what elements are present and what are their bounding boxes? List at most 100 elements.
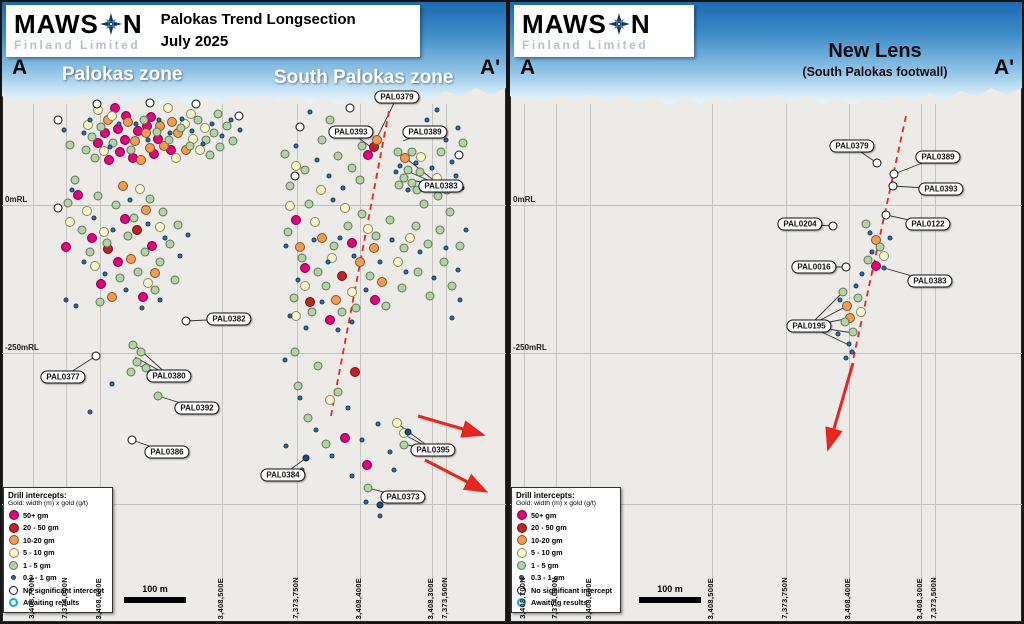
drill-intercept-dot: [343, 221, 353, 231]
drill-intercept-dot: [445, 207, 455, 217]
drill-intercept-dot: [310, 217, 320, 227]
drill-intercept-dot: [433, 191, 443, 201]
drill-intercept-dot: [419, 199, 429, 209]
zone-label-south-palokas: South Palokas zone: [274, 67, 454, 88]
drill-intercept-dot: [848, 327, 858, 337]
drill-intercept-dot: [297, 253, 307, 263]
drill-intercept-dot: [458, 138, 468, 148]
drill-intercept-dot: [133, 121, 139, 127]
drill-intercept-dot: [413, 267, 423, 277]
drill-intercept-dot: [200, 123, 210, 133]
drill-intercept-dot: [881, 210, 891, 220]
drill-intercept-dot: [141, 363, 151, 373]
drill-intercept-dot: [145, 98, 155, 108]
drill-intercept-dot: [145, 194, 155, 204]
legend-item: Awaiting results: [516, 597, 616, 610]
drill-intercept-dot: [321, 281, 331, 291]
dot-symbol: [516, 510, 527, 521]
drill-intercept-dot: [283, 227, 293, 237]
drill-intercept-dot: [129, 213, 139, 223]
drill-intercept-dot: [65, 140, 75, 150]
drill-intercept-dot: [828, 221, 838, 231]
hole-label: PAL0389: [915, 150, 961, 164]
gridline-vertical: [556, 104, 557, 621]
logo-text-post: N: [122, 8, 143, 39]
dot-symbol: [8, 535, 19, 546]
drill-intercept-dot: [359, 437, 365, 443]
drill-intercept-dot: [351, 303, 361, 313]
mawson-wordmark: MAWS N: [522, 11, 651, 37]
drill-intercept-dot: [417, 249, 423, 255]
drill-intercept-dot: [330, 197, 336, 203]
drill-intercept-dot: [842, 301, 852, 311]
legend-item-label: 0.3 - 1 gm: [23, 573, 57, 583]
drill-intercept-dot: [835, 331, 841, 337]
hole-label: PAL0195: [786, 319, 832, 333]
hole-label: PAL0379: [829, 139, 875, 153]
drill-intercept-dot: [130, 136, 140, 146]
drill-intercept-dot: [126, 254, 136, 264]
drill-intercept-dot: [879, 251, 889, 261]
grid-coordinate-label: 3,408,600E: [584, 577, 593, 619]
legend-title: Drill intercepts:: [516, 491, 575, 500]
drill-intercept-dot: [325, 395, 335, 405]
legend-item-label: 1 - 5 gm: [23, 560, 51, 570]
drill-intercept-dot: [133, 267, 143, 277]
hole-label: PAL0383: [907, 274, 953, 288]
drill-intercept-dot: [439, 257, 449, 267]
drill-intercept-dot: [443, 245, 449, 251]
drill-intercept-dot: [363, 287, 369, 293]
logo-text-post: N: [630, 8, 651, 39]
legend-item-label: 50+ gm: [531, 510, 557, 520]
drill-intercept-dot: [215, 142, 225, 152]
legend-subtitle: Gold: width (m) x gold (g/t): [8, 500, 89, 507]
drill-intercept-dot: [213, 109, 223, 119]
drill-intercept-dot: [123, 117, 133, 127]
left-panel-header: MAWS N Finland Limited Palokas Trend Lon…: [2, 2, 506, 105]
drill-intercept-dot: [234, 111, 244, 121]
drill-intercept-dot: [171, 153, 181, 163]
drill-intercept-dot: [141, 128, 151, 138]
drill-intercept-dot: [185, 141, 195, 151]
drill-intercept-dot: [295, 242, 305, 252]
drill-intercept-dot: [73, 303, 79, 309]
drill-intercept-dot: [170, 275, 180, 285]
drill-intercept-dot: [391, 467, 397, 473]
drill-intercept-dot: [363, 483, 373, 493]
drill-intercept-dot: [87, 233, 97, 243]
new-lens-title: New Lens: [828, 40, 922, 62]
drill-intercept-dot: [404, 428, 412, 436]
drill-intercept-dot: [82, 206, 92, 216]
drill-intercept-dot: [209, 121, 215, 127]
drill-intercept-dot: [405, 187, 411, 193]
drill-intercept-dot: [138, 292, 148, 302]
grid-coordinate-label: 7,373,500N: [440, 577, 449, 619]
grid-coordinate-label: 7,374,000N: [60, 577, 69, 619]
drill-intercept-dot: [141, 205, 151, 215]
mawson-logo: MAWS N Finland Limited: [514, 9, 657, 54]
drill-intercept-dot: [95, 297, 105, 307]
drill-intercept-dot: [152, 127, 162, 137]
drill-intercept-dot: [93, 138, 103, 148]
drill-intercept-dot: [337, 307, 347, 317]
drill-intercept-dot: [863, 255, 873, 265]
drill-intercept-dot: [145, 221, 151, 227]
drill-intercept-dot: [407, 147, 417, 157]
drill-intercept-dot: [411, 221, 421, 231]
gridline-vertical: [935, 104, 936, 621]
drill-intercept-dot: [357, 141, 367, 151]
drill-intercept-dot: [326, 173, 332, 179]
legend-item-label: 50+ gm: [23, 510, 49, 520]
drill-intercept-dot: [375, 421, 381, 427]
intercept-dot-symbol: [8, 575, 19, 581]
drill-intercept-dot: [313, 361, 323, 371]
awaiting-results-symbol: [8, 598, 19, 608]
dot-symbol: [9, 598, 18, 608]
drill-intercept-dot: [365, 271, 375, 281]
grid-coordinate-label: 3,408,300E: [915, 577, 924, 619]
drill-intercept-dot: [157, 297, 163, 303]
dot-symbol: [516, 535, 527, 546]
dot-symbol: [516, 522, 527, 533]
drill-intercept-dot: [116, 121, 122, 127]
drill-intercept-dot: [888, 181, 898, 191]
